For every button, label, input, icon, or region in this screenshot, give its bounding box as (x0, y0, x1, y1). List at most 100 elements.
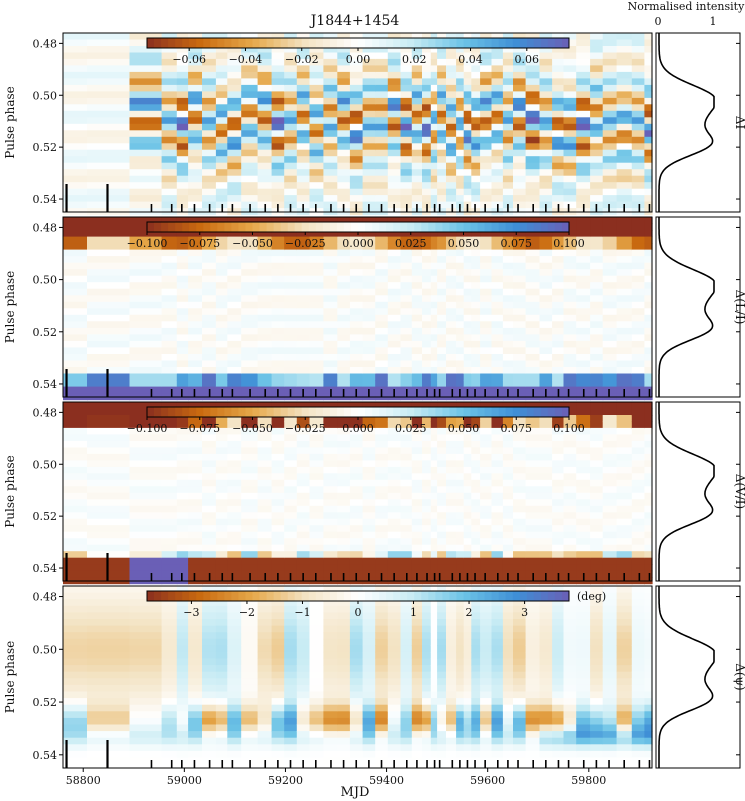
heatmap-cell (161, 243, 178, 251)
heatmap-cell (176, 149, 189, 157)
heatmap-cell (463, 525, 472, 533)
heatmap-cell (87, 223, 131, 231)
heatmap-cell (430, 479, 438, 487)
colorbar-segment (203, 407, 211, 417)
heatmap-cell (284, 104, 298, 112)
heatmap-cell (63, 282, 88, 290)
heatmap-cell (241, 236, 259, 244)
heatmap-cell (631, 295, 645, 303)
heatmap-cell (215, 538, 228, 546)
heatmap-cell (471, 658, 481, 666)
heatmap-cell (430, 518, 438, 526)
heatmap-cell (411, 301, 423, 309)
heatmap-cell (644, 427, 653, 435)
heatmap-cell (375, 91, 389, 99)
heatmap-cell (563, 195, 577, 203)
heatmap-cell (227, 619, 242, 627)
heatmap-cell (400, 340, 413, 348)
heatmap-cell (257, 544, 273, 552)
heatmap-cell (129, 143, 163, 151)
heatmap-cell (525, 130, 541, 138)
heatmap-cell (129, 130, 163, 138)
heatmap-cell (411, 499, 423, 507)
heatmap-cell (349, 256, 364, 264)
heatmap-cell (471, 551, 481, 559)
heatmap-cell (539, 447, 553, 455)
heatmap-cell (422, 117, 432, 125)
heatmap-cell (446, 217, 457, 225)
heatmap-cell (400, 599, 413, 607)
heatmap-cell (309, 295, 324, 303)
heatmap-cell (188, 750, 203, 759)
heatmap-cell (471, 373, 481, 381)
heatmap-cell (284, 58, 298, 66)
heatmap-cell (129, 625, 163, 633)
heatmap-cell (437, 156, 447, 164)
heatmap-cell (227, 492, 242, 500)
heatmap-cell (375, 599, 389, 607)
heatmap-frame-delta_I (62, 32, 653, 213)
heatmap-cell (63, 605, 88, 613)
heatmap-cell (463, 750, 472, 759)
heatmap-cell (631, 518, 645, 526)
heatmap-cell (491, 288, 504, 296)
heatmap-cell (349, 78, 364, 86)
heatmap-cell (644, 544, 653, 552)
heatmap-cell (284, 518, 298, 526)
heatmap-cell (323, 314, 338, 322)
heatmap-cell (296, 605, 310, 613)
heatmap-cell (161, 301, 178, 309)
heatmap-cell (552, 65, 565, 73)
heatmap-cell (63, 460, 88, 468)
heatmap-cell (309, 243, 324, 251)
heatmap-cell (161, 717, 178, 726)
heatmap-cell (552, 243, 565, 251)
heatmap-cell (309, 479, 324, 487)
heatmap-cell (387, 434, 401, 442)
colorbar-segment (379, 222, 387, 232)
heatmap-cell (563, 440, 577, 448)
heatmap-cell (644, 402, 653, 410)
heatmap-cell (456, 651, 465, 660)
heatmap-cell (63, 512, 88, 520)
y-tick-label: 0.54 (33, 378, 58, 391)
heatmap-cell (471, 195, 481, 203)
heatmap-cell (362, 557, 376, 565)
heatmap-cell (525, 427, 541, 435)
heatmap-cell (387, 678, 401, 686)
heatmap-cell (362, 531, 376, 539)
heatmap-cell (375, 230, 389, 238)
heatmap-cell (129, 757, 163, 765)
heatmap-cell (309, 544, 324, 552)
heatmap-cell (563, 570, 577, 578)
heatmap-cell (349, 744, 364, 752)
heatmap-cell (349, 269, 364, 277)
heatmap-cell (176, 402, 189, 410)
heatmap-cell (215, 486, 228, 494)
heatmap-cell (284, 262, 298, 270)
heatmap-cell (463, 731, 472, 739)
heatmap-cell (202, 551, 217, 559)
heatmap-cell (215, 58, 228, 66)
heatmap-cell (375, 612, 389, 620)
heatmap-cell (616, 288, 633, 296)
heatmap-cell (257, 301, 273, 309)
heatmap-cell (563, 275, 577, 283)
colorbar-segment (329, 222, 338, 232)
heatmap-cell (576, 340, 591, 348)
heatmap-cell (400, 427, 413, 435)
heatmap-cell (87, 360, 131, 368)
heatmap-cell (422, 130, 432, 138)
heatmap-cell (241, 440, 259, 448)
heatmap-cell (430, 230, 438, 238)
heatmap-cell (631, 65, 645, 73)
heatmap-cell (176, 130, 189, 138)
heatmap-cell (491, 564, 504, 572)
heatmap-cell (323, 632, 338, 640)
heatmap-cell (430, 698, 438, 706)
heatmap-cell (422, 665, 432, 673)
heatmap-cell (323, 117, 338, 125)
heatmap-cell (602, 223, 618, 231)
heatmap-cell (337, 162, 351, 170)
heatmap-cell (387, 744, 401, 752)
